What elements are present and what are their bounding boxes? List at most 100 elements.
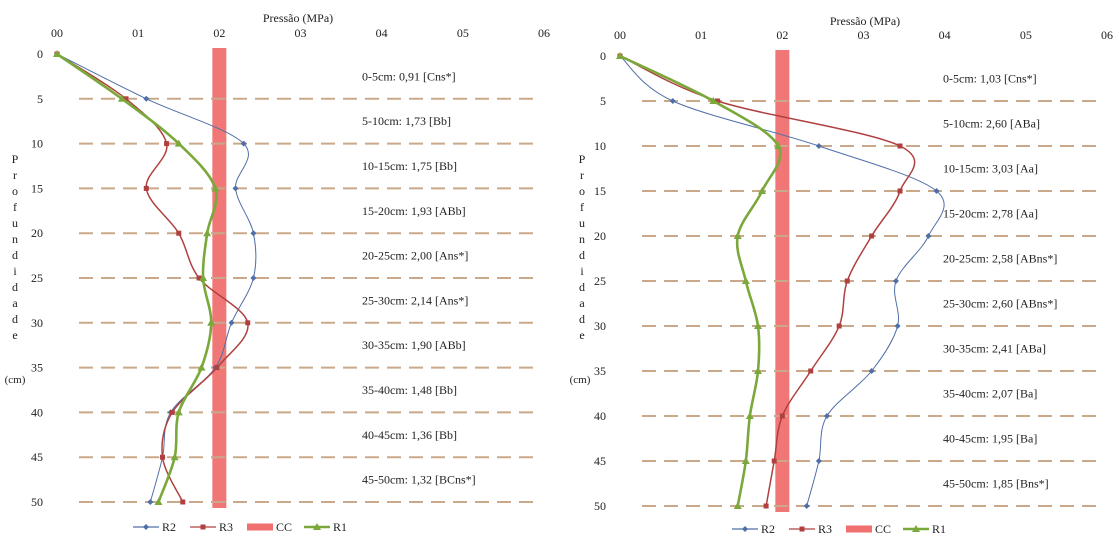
- y-axis-label-letter: e: [579, 328, 584, 342]
- x-tick-label: 06: [538, 26, 550, 40]
- layer-annotation: 10-15cm: 1,75 [Bb]: [362, 159, 457, 173]
- data-point-r1: [207, 318, 216, 326]
- y-axis-label-letter: d: [12, 312, 18, 326]
- x-tick-label: 04: [939, 28, 951, 42]
- data-point-r1: [203, 229, 212, 237]
- data-point-r2: [240, 140, 247, 147]
- data-point-r3: [143, 185, 149, 191]
- y-tick-label: 50: [31, 495, 43, 509]
- data-point-r3: [844, 278, 850, 284]
- data-point-r1: [197, 363, 206, 371]
- y-tick-label: 50: [594, 499, 606, 513]
- data-point-r3: [196, 275, 202, 281]
- legend-label: R1: [333, 520, 347, 534]
- y-axis-label-letter: a: [12, 296, 18, 310]
- data-point-r1: [733, 232, 742, 239]
- data-point-r3: [164, 141, 170, 147]
- data-point-r1: [741, 457, 750, 464]
- data-point-r2: [894, 323, 901, 329]
- data-point-r1: [154, 498, 163, 505]
- data-point-r1: [616, 52, 624, 59]
- layer-annotation: 30-35cm: 1,90 [ABb]: [362, 338, 466, 352]
- legend-label: R3: [818, 522, 832, 536]
- data-point-r2: [250, 230, 257, 237]
- data-point-r3: [176, 230, 182, 236]
- y-tick-label: 0: [600, 49, 606, 63]
- x-tick-label: 01: [132, 26, 144, 40]
- legend-marker-r3: [200, 524, 206, 530]
- series-line-r2: [56, 53, 257, 503]
- legend-label: CC: [875, 522, 891, 536]
- chart-title: Pressão (MPa): [830, 14, 900, 28]
- y-axis-label-letter: n: [12, 232, 18, 246]
- y-axis-label-letter: f: [580, 200, 584, 214]
- data-point-r1: [753, 322, 762, 329]
- data-point-r1: [199, 274, 208, 281]
- layer-annotation: 40-45cm: 1,95 [Ba]: [943, 432, 1037, 446]
- chart-title: Pressão (MPa): [263, 11, 333, 25]
- data-point-r1: [758, 187, 767, 194]
- data-point-r3: [771, 458, 777, 464]
- x-tick-label: 01: [695, 28, 707, 42]
- y-axis-label-letter: n: [579, 232, 585, 246]
- legend-label: R1: [932, 522, 946, 536]
- series-line-r3: [619, 55, 916, 507]
- data-point-r3: [869, 233, 875, 239]
- y-tick-label: 5: [600, 94, 606, 108]
- layer-annotation: 40-45cm: 1,36 [Bb]: [362, 428, 457, 442]
- legend-marker-r1: [912, 525, 920, 532]
- data-point-r2: [815, 143, 822, 149]
- layer-annotation: 5-10cm: 2,60 [ABa]: [943, 117, 1040, 131]
- y-tick-label: 30: [31, 316, 43, 330]
- data-point-r1: [745, 412, 754, 419]
- y-axis-label-letter: d: [579, 280, 585, 294]
- x-tick-label: 00: [51, 26, 63, 40]
- y-tick-label: 35: [31, 361, 43, 375]
- y-tick-label: 15: [594, 184, 606, 198]
- y-axis-label-letter: o: [579, 184, 585, 198]
- y-tick-label: 35: [594, 364, 606, 378]
- x-tick-label: 00: [614, 28, 626, 42]
- y-axis-label-letter: P: [12, 152, 19, 166]
- data-point-r2: [868, 368, 875, 374]
- x-tick-label: 06: [1101, 28, 1113, 42]
- layer-annotation: 30-35cm: 2,41 [ABa]: [943, 342, 1046, 356]
- legend-label: CC: [276, 520, 292, 534]
- y-tick-label: 25: [31, 271, 43, 285]
- layer-annotation: 15-20cm: 2,78 [Aa]: [943, 207, 1038, 221]
- data-point-r3: [779, 413, 785, 419]
- y-axis-label-letter: i: [13, 264, 17, 278]
- y-tick-label: 15: [31, 181, 43, 195]
- layer-annotation: 25-30cm: 2,60 [ABns*]: [943, 297, 1057, 311]
- y-axis-label-letter: r: [580, 168, 584, 182]
- layer-annotation: 35-40cm: 1,48 [Bb]: [362, 383, 457, 397]
- data-point-r2: [143, 95, 150, 102]
- legend-marker-r1: [313, 523, 321, 530]
- layer-annotation: 35-40cm: 2,07 [Ba]: [943, 387, 1037, 401]
- data-point-r1: [53, 50, 61, 57]
- data-point-r3: [160, 454, 166, 460]
- layer-annotation: 20-25cm: 2,00 [Ans*]: [362, 249, 468, 263]
- data-point-r3: [214, 365, 220, 371]
- data-point-r1: [211, 184, 220, 192]
- layer-annotation: 45-50cm: 1,85 [Bns*]: [943, 477, 1049, 491]
- layer-annotation: 15-20cm: 1,93 [ABb]: [362, 204, 466, 218]
- y-axis-label-letter: d: [12, 280, 18, 294]
- data-point-r2: [892, 278, 899, 284]
- x-tick-label: 04: [376, 26, 388, 40]
- y-tick-label: 0: [37, 47, 43, 61]
- y-axis-unit: (cm): [5, 374, 26, 386]
- layer-annotation: 5-10cm: 1,73 [Bb]: [362, 114, 451, 128]
- x-tick-label: 03: [295, 26, 307, 40]
- y-axis-label-letter: P: [579, 152, 586, 166]
- y-axis-label-letter: o: [12, 184, 18, 198]
- data-point-r1: [753, 367, 762, 374]
- data-point-r1: [733, 502, 742, 509]
- data-point-r2: [803, 503, 810, 509]
- layer-annotation: 10-15cm: 3,03 [Aa]: [943, 162, 1038, 176]
- data-point-r3: [123, 96, 129, 102]
- data-point-r3: [763, 503, 769, 509]
- legend-marker-r3: [799, 526, 805, 532]
- y-axis-label-letter: i: [580, 264, 584, 278]
- data-point-r1: [174, 408, 183, 416]
